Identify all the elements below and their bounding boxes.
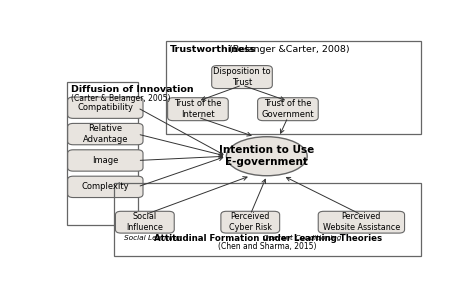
Text: Trust of the
Government: Trust of the Government: [262, 100, 314, 119]
Text: Social
Influence: Social Influence: [127, 212, 163, 232]
Text: Operant Conditioning: Operant Conditioning: [263, 235, 341, 241]
FancyBboxPatch shape: [68, 97, 143, 118]
FancyBboxPatch shape: [221, 211, 280, 233]
Text: (Carter & Belanger, 2005): (Carter & Belanger, 2005): [71, 94, 171, 103]
FancyBboxPatch shape: [68, 150, 143, 171]
Text: Trustworthiness: Trustworthiness: [169, 45, 256, 54]
Text: Perceived
Website Assistance: Perceived Website Assistance: [323, 212, 400, 232]
Text: Diffusion of Innovation: Diffusion of Innovation: [71, 85, 194, 94]
Text: Relative
Advantage: Relative Advantage: [82, 124, 128, 144]
FancyBboxPatch shape: [116, 211, 174, 233]
Text: (Belanger &Carter, 2008): (Belanger &Carter, 2008): [227, 45, 350, 54]
FancyBboxPatch shape: [318, 211, 405, 233]
Bar: [114, 183, 421, 256]
Text: Trust of the
Internet: Trust of the Internet: [174, 100, 222, 119]
Text: Social Learning: Social Learning: [124, 235, 180, 241]
Ellipse shape: [227, 137, 307, 176]
Text: Attitudinal Formation under Learning Theories: Attitudinal Formation under Learning The…: [154, 234, 382, 243]
FancyBboxPatch shape: [68, 176, 143, 198]
FancyBboxPatch shape: [68, 123, 143, 145]
Text: Intention to Use
E-government: Intention to Use E-government: [219, 145, 314, 167]
FancyBboxPatch shape: [168, 98, 228, 121]
Text: Image: Image: [92, 156, 118, 165]
Text: Disposition to
Trust: Disposition to Trust: [213, 67, 271, 87]
Text: Complexity: Complexity: [82, 182, 129, 191]
FancyBboxPatch shape: [258, 98, 318, 121]
Text: Compatibility: Compatibility: [77, 103, 133, 112]
Text: (Chen and Sharma, 2015): (Chen and Sharma, 2015): [219, 242, 317, 251]
Text: Perceived
Cyber Risk: Perceived Cyber Risk: [229, 212, 272, 232]
Bar: [166, 41, 421, 134]
FancyBboxPatch shape: [212, 66, 272, 89]
Bar: [66, 82, 138, 225]
